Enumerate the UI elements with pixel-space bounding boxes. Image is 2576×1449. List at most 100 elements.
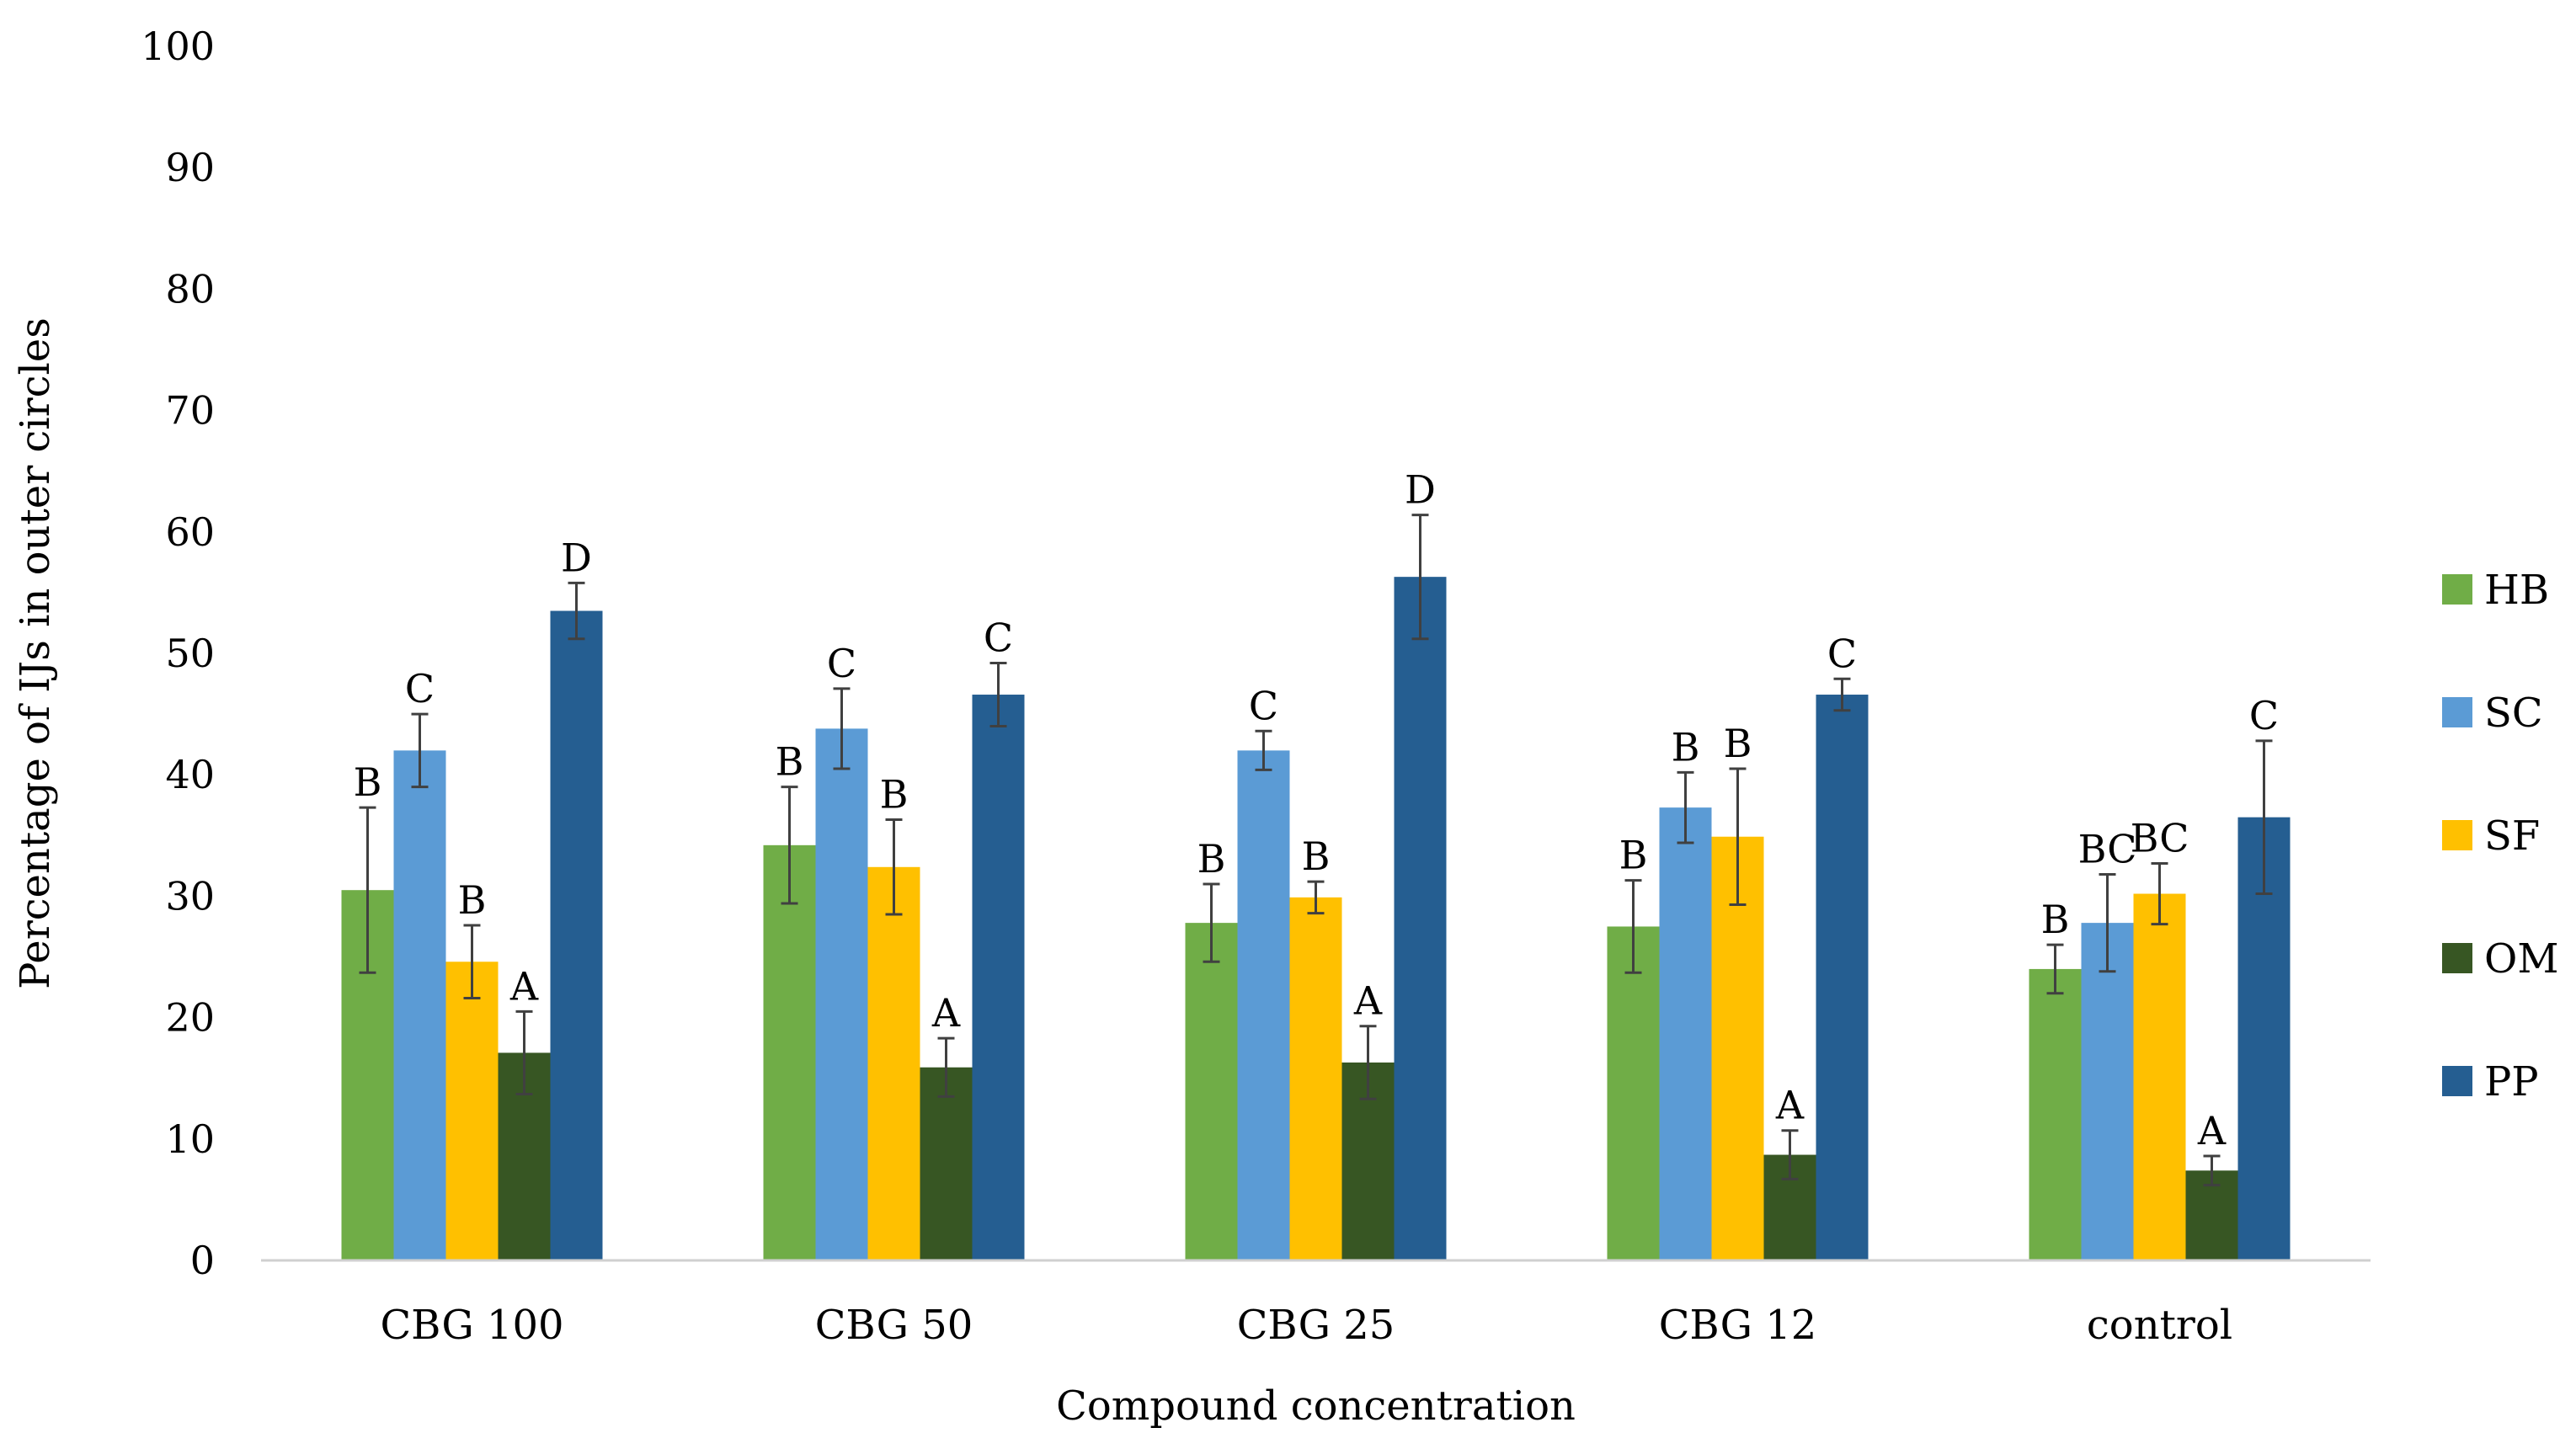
error-bar-hb-4 xyxy=(2046,943,2064,995)
y-tick-label: 50 xyxy=(165,631,215,676)
error-bar-hb-0 xyxy=(359,806,376,974)
significance-letter: A xyxy=(1775,1083,1805,1128)
error-bar-om-1 xyxy=(937,1036,955,1098)
significance-letter: A xyxy=(1353,978,1383,1024)
significance-letter: BC xyxy=(2078,826,2137,871)
x-axis-title: Compound concentration xyxy=(1056,1382,1576,1430)
x-tick-label: control xyxy=(2087,1302,2232,1349)
bar-pp-0 xyxy=(550,610,603,1260)
bar-pp-2 xyxy=(1394,577,1447,1260)
legend-label: SC xyxy=(2484,690,2543,737)
legend: HB SC SF OM PP xyxy=(2442,567,2559,1105)
error-bar-hb-1 xyxy=(781,786,798,905)
error-bar-sc-2 xyxy=(1255,729,1272,771)
legend-item-pp: PP xyxy=(2442,1058,2539,1105)
error-bar-sf-2 xyxy=(1307,880,1325,915)
legend-swatch xyxy=(2442,697,2472,727)
significance-letter: B xyxy=(458,877,487,923)
error-bar-pp-1 xyxy=(989,662,1007,728)
significance-letter: D xyxy=(561,535,592,580)
error-bar-sf-3 xyxy=(1729,767,1747,906)
bar-hb-4 xyxy=(2029,968,2082,1260)
significance-letter: B xyxy=(1197,836,1226,882)
bar-sf-1 xyxy=(867,866,920,1260)
legend-item-hb: HB xyxy=(2442,567,2549,614)
legend-swatch xyxy=(2442,943,2472,973)
significance-letter: C xyxy=(2249,693,2279,738)
error-bar-om-4 xyxy=(2203,1154,2221,1187)
bar-om-1 xyxy=(920,1067,973,1260)
y-tick-label: 10 xyxy=(165,1116,215,1162)
significance-letter: A xyxy=(2197,1108,2227,1153)
significance-letter: B xyxy=(2041,897,2070,942)
y-tick-label: 0 xyxy=(190,1238,215,1283)
legend-swatch xyxy=(2442,1066,2472,1096)
error-bar-om-2 xyxy=(1359,1025,1377,1100)
significance-letter: B xyxy=(1724,721,1752,766)
error-bar-sc-0 xyxy=(411,712,429,789)
significance-letter: B xyxy=(776,739,804,785)
error-bar-pp-2 xyxy=(1411,514,1429,641)
bar-sf-0 xyxy=(445,962,499,1260)
bar-pp-3 xyxy=(1816,695,1869,1260)
significance-letter: C xyxy=(827,641,856,686)
y-tick-label: 30 xyxy=(165,873,215,919)
error-bars-group xyxy=(359,514,2273,1187)
bar-hb-2 xyxy=(1185,923,1238,1260)
x-tick-label: CBG 100 xyxy=(380,1302,563,1349)
y-tick-label: 60 xyxy=(165,509,215,555)
error-bar-sf-1 xyxy=(885,818,903,916)
significance-letter: D xyxy=(1405,467,1436,513)
error-bar-sc-3 xyxy=(1677,770,1694,844)
bar-sc-1 xyxy=(815,728,868,1260)
legend-item-om: OM xyxy=(2442,935,2559,983)
error-bar-sf-0 xyxy=(463,924,481,1000)
y-axis-ticks: 0 10 20 30 40 50 60 70 80 90 100 xyxy=(141,24,215,1283)
x-tick-label: CBG 50 xyxy=(815,1302,973,1349)
error-bar-pp-0 xyxy=(568,581,585,641)
significance-letter: C xyxy=(405,666,435,711)
y-tick-label: 40 xyxy=(165,752,215,797)
legend-label: PP xyxy=(2484,1058,2539,1105)
significance-letter: B xyxy=(1619,833,1648,878)
error-bar-pp-4 xyxy=(2255,739,2273,896)
significance-letter: A xyxy=(509,963,539,1009)
bar-sf-4 xyxy=(2133,893,2186,1260)
bar-sc-3 xyxy=(1659,807,1712,1260)
legend-label: OM xyxy=(2484,935,2559,983)
significance-letter: B xyxy=(880,772,909,818)
error-bar-sc-4 xyxy=(2099,872,2116,973)
error-bar-om-0 xyxy=(515,1010,533,1095)
y-tick-label: 80 xyxy=(165,266,215,312)
error-bar-pp-3 xyxy=(1833,677,1851,712)
significance-letter: A xyxy=(931,990,961,1036)
y-tick-label: 100 xyxy=(141,24,215,69)
significance-letter: BC xyxy=(2131,815,2189,860)
x-tick-label: CBG 25 xyxy=(1237,1302,1395,1349)
error-bar-hb-2 xyxy=(1203,882,1220,963)
y-tick-label: 20 xyxy=(165,995,215,1041)
bar-sf-3 xyxy=(1711,836,1764,1260)
error-bar-sc-1 xyxy=(833,687,851,770)
legend-item-sc: SC xyxy=(2442,690,2543,737)
bar-hb-3 xyxy=(1607,926,1660,1260)
bar-sc-4 xyxy=(2081,923,2134,1260)
error-bar-hb-3 xyxy=(1624,879,1642,974)
legend-label: HB xyxy=(2484,567,2549,614)
x-tick-label: CBG 12 xyxy=(1659,1302,1817,1349)
x-axis-ticks: CBG 100 CBG 50 CBG 25 CBG 12 control xyxy=(380,1302,2232,1349)
bar-sf-2 xyxy=(1289,897,1342,1260)
significance-letter: C xyxy=(1827,631,1857,676)
significance-letter: B xyxy=(1302,834,1331,879)
legend-swatch xyxy=(2442,820,2472,850)
bar-sc-2 xyxy=(1237,750,1290,1260)
bar-sc-0 xyxy=(393,750,446,1260)
error-bar-om-3 xyxy=(1781,1129,1799,1180)
legend-item-sf: SF xyxy=(2442,812,2540,860)
error-bar-sf-4 xyxy=(2151,861,2168,926)
y-tick-label: 70 xyxy=(165,388,215,434)
significance-letter: B xyxy=(1672,724,1700,770)
bar-hb-1 xyxy=(763,844,816,1260)
